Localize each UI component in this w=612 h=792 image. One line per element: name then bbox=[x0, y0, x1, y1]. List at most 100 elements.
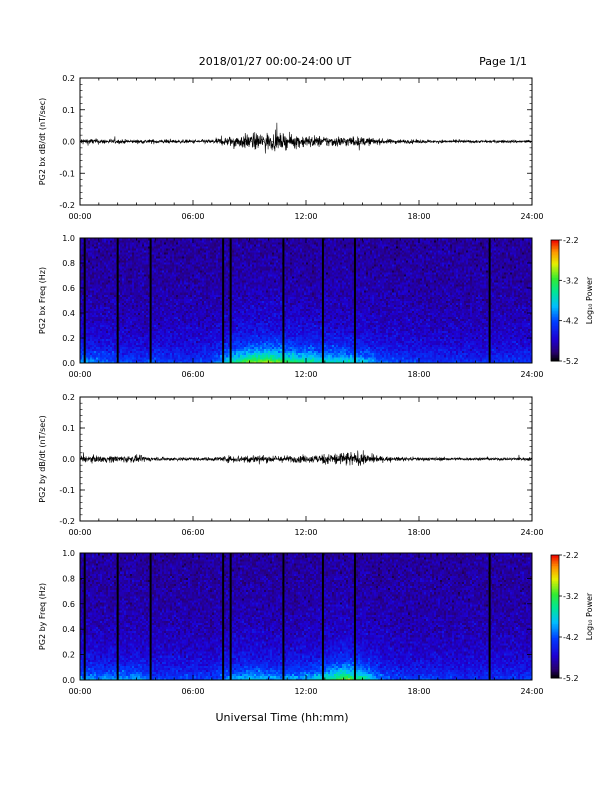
spectrogram-cell bbox=[86, 308, 89, 311]
spectrogram-cell bbox=[166, 246, 169, 249]
spectrogram-cell bbox=[174, 318, 177, 321]
spectrogram-cell bbox=[126, 262, 129, 265]
spectrogram-cell bbox=[202, 254, 205, 257]
spectrogram-cell bbox=[178, 290, 181, 293]
spectrogram-cell bbox=[118, 316, 121, 319]
spectrogram-cell bbox=[94, 314, 97, 317]
spectrogram-cell bbox=[146, 332, 149, 336]
spectrogram-cell bbox=[98, 280, 101, 283]
spectrogram-cell bbox=[160, 332, 163, 336]
spectrogram-cell bbox=[158, 328, 161, 332]
spectrogram-cell bbox=[82, 296, 85, 299]
spectrogram-cell bbox=[132, 346, 135, 350]
spectrogram-cell bbox=[210, 334, 213, 338]
spectrogram-cell bbox=[124, 292, 127, 295]
spectrogram-cell bbox=[102, 350, 105, 354]
spectrogram-cell bbox=[100, 312, 103, 315]
spectrogram-cell bbox=[166, 302, 169, 305]
spectrogram-cell bbox=[200, 352, 203, 356]
spectrogram-cell bbox=[234, 252, 237, 255]
spectrogram-cell bbox=[124, 242, 127, 245]
spectrogram-cell bbox=[168, 252, 171, 255]
spectrogram-cell bbox=[180, 342, 183, 346]
spectrogram-cell bbox=[138, 268, 141, 271]
spectrogram-cell bbox=[110, 254, 113, 257]
spectrogram-cell bbox=[224, 258, 227, 261]
spectrogram-cell bbox=[136, 250, 139, 253]
spectrogram-cell bbox=[226, 324, 229, 328]
spectrogram-cell bbox=[114, 288, 117, 291]
spectrogram-cell bbox=[108, 292, 111, 295]
spectrogram-cell bbox=[108, 288, 111, 291]
spectrogram-cell bbox=[172, 252, 175, 255]
spectrogram-cell bbox=[98, 320, 101, 323]
spectrogram-cell bbox=[232, 302, 235, 305]
spectrogram-cell bbox=[118, 292, 121, 295]
spectrogram-cell bbox=[172, 282, 175, 285]
spectrogram-cell bbox=[118, 340, 121, 344]
spectrogram-cell bbox=[208, 336, 211, 340]
spectrogram-cell bbox=[188, 300, 191, 303]
spectrogram-cell bbox=[82, 354, 85, 358]
spectrogram-cell bbox=[170, 358, 173, 362]
spectrogram-cell bbox=[104, 326, 107, 330]
spectrogram-cell bbox=[168, 248, 171, 251]
spectrogram-cell bbox=[212, 246, 215, 249]
spectrogram-cell bbox=[136, 304, 139, 307]
spectrogram-cell bbox=[200, 248, 203, 251]
spectrogram-cell bbox=[120, 336, 123, 340]
spectrogram-cell bbox=[94, 334, 97, 338]
spectrogram-cell bbox=[226, 264, 229, 267]
spectrogram-cell bbox=[100, 262, 103, 265]
spectrogram-cell bbox=[102, 242, 105, 245]
spectrogram-cell bbox=[100, 308, 103, 311]
spectrogram-cell bbox=[208, 322, 211, 325]
spectrogram-cell bbox=[236, 314, 239, 317]
spectrogram-cell bbox=[188, 272, 191, 275]
spectrogram-cell bbox=[170, 300, 173, 303]
spectrogram-cell bbox=[90, 260, 93, 263]
spectrogram-cell bbox=[140, 300, 143, 303]
spectrogram-cell bbox=[88, 292, 91, 295]
spectrogram-cell bbox=[114, 240, 117, 243]
spectrogram-cell bbox=[156, 252, 159, 255]
spectrogram-cell bbox=[114, 318, 117, 321]
spectrogram-cell bbox=[186, 312, 189, 315]
spectrogram-cell bbox=[184, 242, 187, 245]
spectrogram-cell bbox=[122, 306, 125, 309]
spectrogram-cell bbox=[96, 358, 99, 362]
spectrogram-cell bbox=[120, 350, 123, 354]
spectrogram-cell bbox=[226, 280, 229, 283]
spectrogram-cell bbox=[220, 286, 223, 289]
spectrogram-cell bbox=[154, 300, 157, 303]
spectrogram-cell bbox=[104, 258, 107, 261]
spectrogram-cell bbox=[110, 344, 113, 348]
spectrogram-cell bbox=[162, 328, 165, 332]
spectrogram-cell bbox=[106, 242, 109, 245]
spectrogram-cell bbox=[176, 292, 179, 295]
spectrogram-cell bbox=[196, 302, 199, 305]
spectrogram-cell bbox=[190, 252, 193, 255]
spectrogram-cell bbox=[192, 336, 195, 340]
spectrogram-cell bbox=[224, 358, 227, 362]
spectrogram-cell bbox=[162, 240, 165, 243]
spectrogram-cell bbox=[202, 336, 205, 340]
spectrogram-cell bbox=[144, 324, 147, 328]
spectrogram-cell bbox=[180, 260, 183, 263]
spectrogram-cell bbox=[186, 238, 189, 241]
spectrogram-cell bbox=[202, 360, 205, 364]
spectrogram-cell bbox=[176, 354, 179, 358]
spectrogram-cell bbox=[202, 326, 205, 330]
spectrogram-cell bbox=[126, 330, 129, 334]
spectrogram-cell bbox=[122, 256, 125, 259]
spectrogram-cell bbox=[142, 254, 145, 257]
spectrogram-cell bbox=[190, 250, 193, 253]
spectrogram-cell bbox=[170, 306, 173, 309]
spectrogram-cell bbox=[176, 258, 179, 261]
spectrogram-cell bbox=[184, 350, 187, 354]
spectrogram-cell bbox=[122, 240, 125, 243]
spectrogram-cell bbox=[110, 336, 113, 340]
spectrogram-cell bbox=[124, 338, 127, 342]
spectrogram-cell bbox=[204, 346, 207, 350]
spectrogram-cell bbox=[164, 246, 167, 249]
